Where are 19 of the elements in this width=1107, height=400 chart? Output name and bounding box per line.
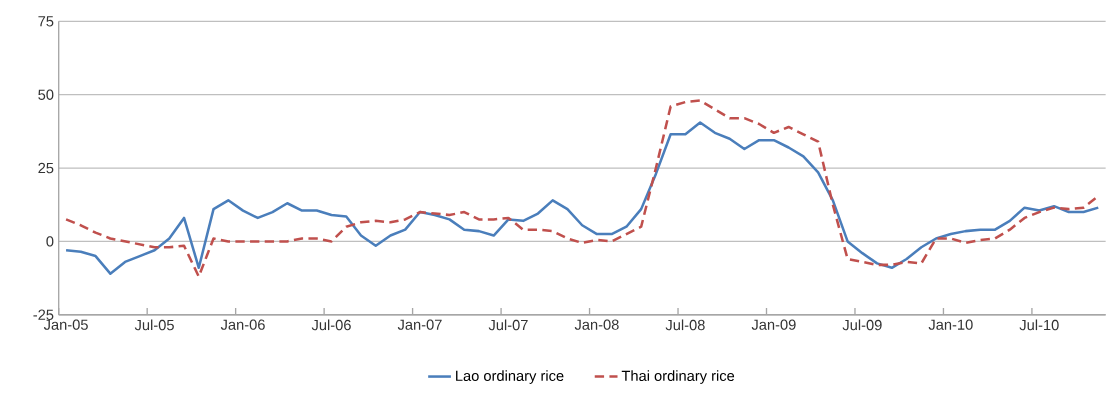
x-tick-label: Jul-09 xyxy=(842,319,882,331)
y-tick-label: 25 xyxy=(38,162,54,174)
x-tick-label: Jul-08 xyxy=(665,319,705,331)
y-tick-label: 0 xyxy=(46,236,54,247)
y-tick-label: 75 xyxy=(38,16,54,27)
x-tick-label: Jul-06 xyxy=(311,319,351,331)
x-tick-label: Jul-10 xyxy=(1019,319,1059,331)
x-tick-label: Jan-08 xyxy=(574,319,619,330)
legend-label: Lao ordinary rice xyxy=(456,370,564,384)
x-tick-label: Jan-07 xyxy=(397,319,442,330)
y-tick-label: 50 xyxy=(38,89,54,100)
x-tick-label: Jul-05 xyxy=(134,319,174,331)
x-tick-label: Jan-06 xyxy=(220,319,265,330)
x-tick-label: Jan-10 xyxy=(928,319,973,330)
x-tick-label: Jan-09 xyxy=(751,319,796,330)
x-tick-label: Jan-05 xyxy=(43,319,88,330)
y-tick-label: -25 xyxy=(33,309,54,320)
x-tick-label: Jul-07 xyxy=(488,319,528,331)
legend-label: Thai ordinary rice xyxy=(621,370,735,384)
